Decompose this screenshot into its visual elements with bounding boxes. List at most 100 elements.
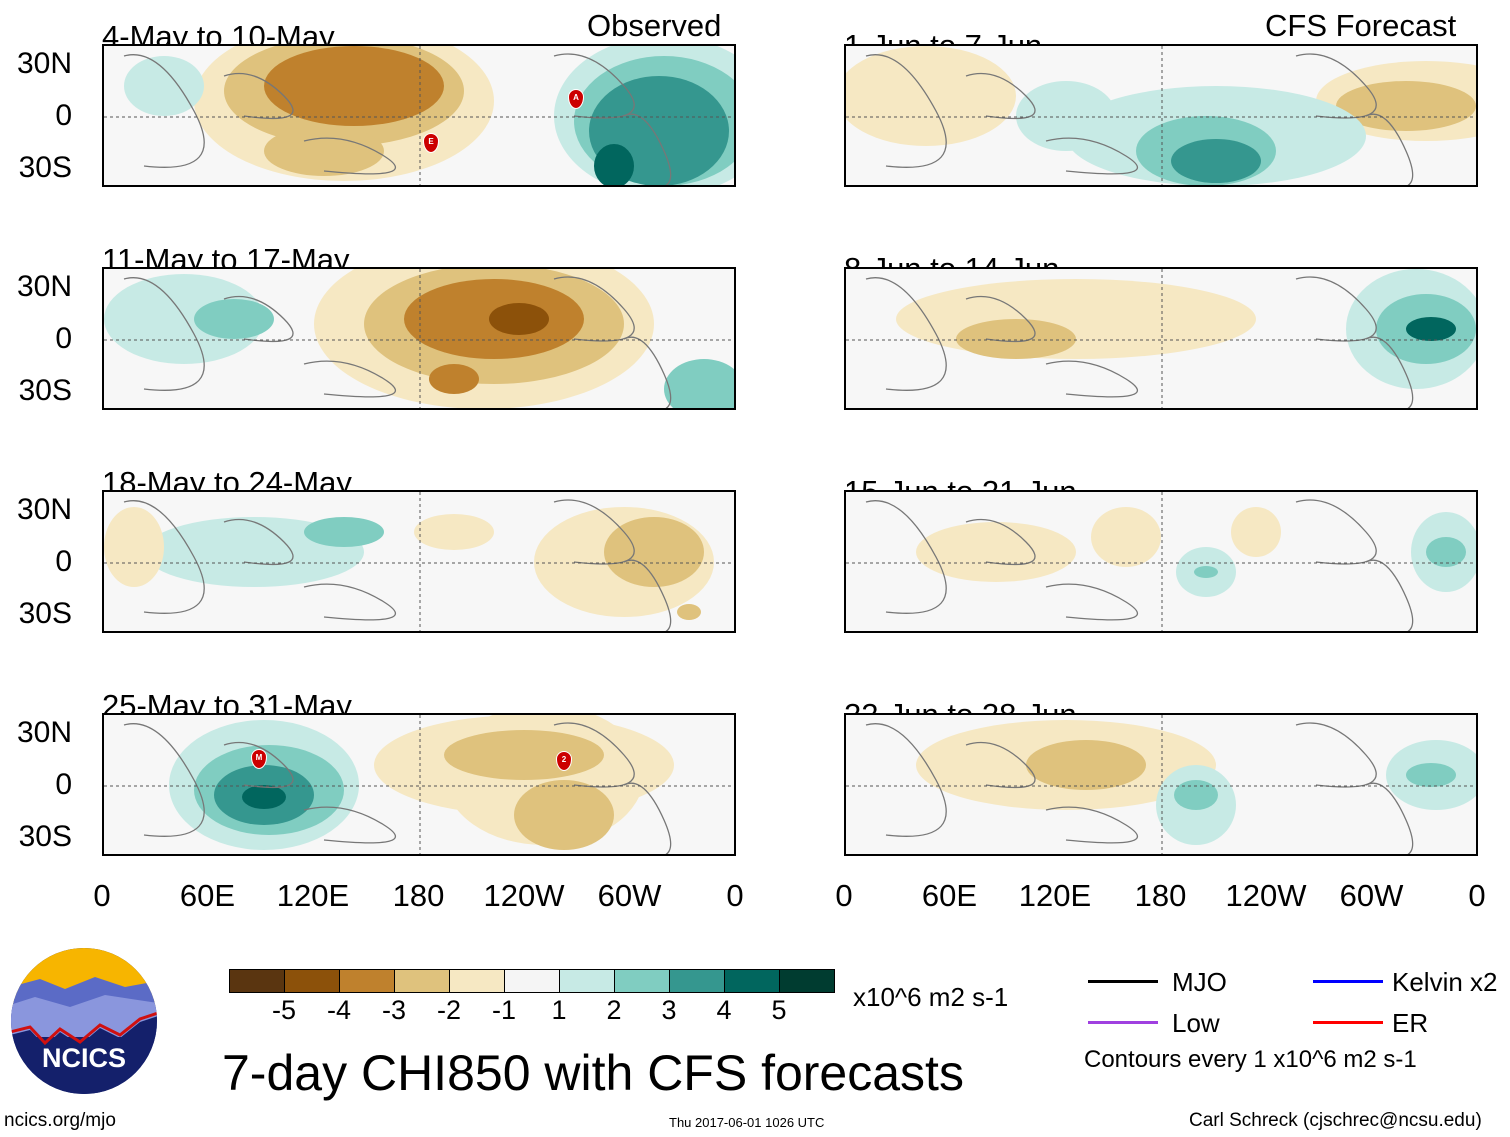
map-panel: [102, 267, 736, 410]
lon-label: 60W: [597, 878, 662, 913]
coastline: [123, 500, 205, 614]
map-panel: [102, 490, 736, 633]
colorbar-swatch: [285, 970, 340, 992]
coastline: [553, 276, 635, 342]
coastline: [1295, 722, 1377, 788]
colorbar: [229, 969, 835, 993]
lat-label: 30N: [16, 716, 72, 749]
coastline: [623, 559, 672, 631]
lon-label: 0: [93, 878, 111, 913]
coastline: [1045, 806, 1139, 844]
coastline: [553, 499, 635, 565]
coastline: [865, 500, 947, 614]
coastline: [303, 137, 397, 175]
anomaly-shading: [264, 46, 444, 126]
colorbar-tick-label: 5: [771, 995, 787, 1025]
anomaly-shading: [414, 514, 494, 550]
anomaly-shading: [916, 522, 1076, 582]
anomaly-shading: [194, 299, 274, 339]
coastline: [223, 295, 294, 343]
anomaly-shading: [896, 279, 1256, 359]
anomaly-shading: [1231, 507, 1281, 557]
logo-text: NCICS: [41, 1043, 126, 1073]
coastline: [865, 54, 947, 168]
colorbar-tick-label: 1: [551, 995, 567, 1025]
observed-label: Observed: [587, 8, 722, 43]
colorbar-tick-label: 3: [661, 995, 677, 1025]
legend-line-kelvin: [1313, 980, 1383, 983]
anomaly-shading: [1026, 740, 1146, 790]
anomaly-shading: [604, 517, 704, 587]
coastline: [1365, 336, 1414, 408]
legend-line-er: [1313, 1021, 1383, 1024]
coastline: [223, 72, 294, 120]
colorbar-units: x10^6 m2 s-1: [853, 982, 1009, 1012]
wave-marker: M: [251, 749, 267, 769]
wave-marker: A: [568, 89, 584, 109]
legend-label-mjo: MJO: [1172, 967, 1227, 997]
coastline: [865, 723, 947, 837]
lat-label: 0: [55, 99, 72, 132]
coastline: [965, 518, 1036, 566]
lat-label: 0: [55, 322, 72, 355]
anomaly-shading: [594, 144, 634, 185]
colorbar-tick-label: -2: [436, 995, 462, 1025]
legend-line-low: [1088, 1021, 1158, 1024]
legend-label-low: Low: [1172, 1008, 1220, 1038]
colorbar-tick-label: -4: [326, 995, 352, 1025]
legend-line-mjo: [1088, 980, 1158, 983]
coastline: [623, 113, 672, 185]
coastline: [123, 277, 205, 391]
legend-label-er: ER: [1392, 1008, 1429, 1038]
anomaly-shading: [124, 56, 204, 116]
lon-label: 0: [835, 878, 853, 913]
map-panel: [102, 44, 736, 187]
colorbar-tick-label: -1: [491, 995, 517, 1025]
lon-label: 180: [1134, 878, 1187, 913]
colorbar-tick-label: -3: [381, 995, 407, 1025]
map-panel: [844, 44, 1478, 187]
colorbar-swatch: [230, 970, 285, 992]
coastline: [223, 741, 294, 789]
colorbar-swatch: [505, 970, 560, 992]
anomaly-shading: [444, 730, 604, 780]
coastline: [965, 72, 1036, 120]
colorbar-swatch: [450, 970, 505, 992]
coastline: [623, 336, 672, 408]
coastline: [865, 277, 947, 391]
colorbar-swatch: [340, 970, 395, 992]
anomaly-shading: [104, 507, 164, 587]
anomaly-shading: [429, 364, 479, 394]
contour-note: Contours every 1 x10^6 m2 s-1: [1084, 1046, 1417, 1073]
coastline: [303, 806, 397, 844]
map-panel: [844, 267, 1478, 410]
figure-title: 7-day CHI850 with CFS forecasts: [222, 1045, 964, 1101]
wave-marker: 2: [556, 751, 572, 771]
colorbar-tick-label: -5: [271, 995, 297, 1025]
lon-label: 60W: [1339, 878, 1404, 913]
lat-label: 30N: [16, 47, 72, 80]
lat-label: 30S: [18, 597, 72, 630]
anomaly-shading: [846, 46, 1016, 146]
colorbar-swatch: [670, 970, 725, 992]
lat-label: 30S: [18, 151, 72, 184]
coastline: [123, 54, 205, 168]
footer-url[interactable]: ncics.org/mjo: [4, 1110, 116, 1131]
ncics-logo: NCICS: [10, 947, 158, 1095]
footer-author: Carl Schreck (cjschrec@ncsu.edu): [1189, 1110, 1482, 1131]
lat-label: 30S: [18, 820, 72, 853]
colorbar-swatch: [560, 970, 615, 992]
footer-timestamp: Thu 2017-06-01 1026 UTC: [669, 1115, 825, 1130]
anomaly-shading: [1171, 139, 1261, 183]
anomaly-shading: [514, 780, 614, 850]
coastline: [1295, 276, 1377, 342]
anomaly-shading: [664, 359, 734, 408]
anomaly-shading: [1091, 507, 1161, 567]
lat-label: 0: [55, 545, 72, 578]
colorbar-swatch: [780, 970, 834, 992]
coastline: [553, 53, 635, 119]
coastline: [1295, 499, 1377, 565]
anomaly-shading: [1426, 537, 1466, 567]
wave-marker: E: [423, 133, 439, 153]
lat-label: 30S: [18, 374, 72, 407]
